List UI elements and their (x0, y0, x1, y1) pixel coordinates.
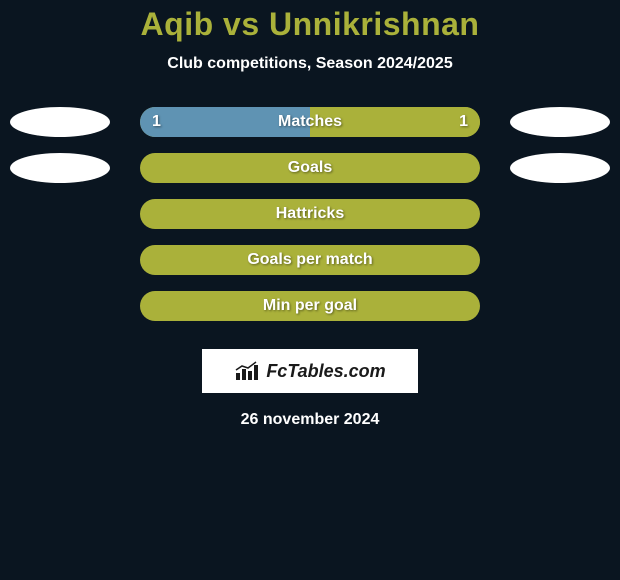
stat-bar: Matches1 1 (140, 107, 480, 137)
logo-text: FcTables.com (266, 361, 385, 382)
title: Aqib vs Unnikrishnan (0, 6, 620, 43)
right-player-marker (510, 153, 610, 183)
stat-label: Matches (140, 107, 480, 137)
stat-row: Hattricks (0, 193, 620, 239)
stat-row: Min per goal (0, 285, 620, 331)
comparison-infographic: Aqib vs Unnikrishnan Club competitions, … (0, 0, 620, 580)
stat-rows: Matches1 1 Goals Hattricks Goals per match Mi… (0, 101, 620, 331)
logo: FcTables.com (234, 360, 385, 382)
stat-label: Goals (140, 153, 480, 183)
stat-label: Hattricks (140, 199, 480, 229)
subtitle: Club competitions, Season 2024/2025 (0, 55, 620, 73)
left-player-marker (10, 107, 110, 137)
stat-label: Min per goal (140, 291, 480, 321)
stat-value-right: 1 (447, 107, 480, 137)
stat-value-left: 1 (140, 107, 173, 137)
left-player-marker (10, 153, 110, 183)
stat-row: Goals per match (0, 239, 620, 285)
logo-chart-icon (234, 360, 262, 382)
stat-row: Goals (0, 147, 620, 193)
date: 26 november 2024 (0, 411, 620, 429)
logo-box: FcTables.com (202, 349, 418, 393)
stat-label: Goals per match (140, 245, 480, 275)
stat-row: Matches1 1 (0, 101, 620, 147)
stat-bar: Goals (140, 153, 480, 183)
stat-bar: Hattricks (140, 199, 480, 229)
stat-bar: Min per goal (140, 291, 480, 321)
stat-bar: Goals per match (140, 245, 480, 275)
right-player-marker (510, 107, 610, 137)
